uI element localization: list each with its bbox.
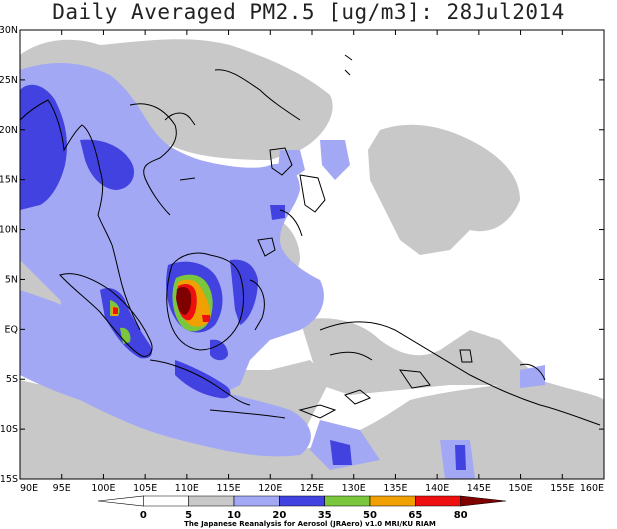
map-title: Daily Averaged PM2.5 [ug/m3]: 28Jul2014 bbox=[52, 0, 565, 24]
colorbar-labels: 0 5 10 20 35 50 65 80 bbox=[140, 510, 468, 521]
lon-label: 120E bbox=[258, 483, 282, 494]
lon-label: 105E bbox=[133, 483, 157, 494]
pm-level-above-80 bbox=[176, 287, 192, 315]
colorbar-label: 35 bbox=[318, 510, 332, 521]
colorbar-label: 0 bbox=[140, 510, 147, 521]
lat-label: 5S bbox=[6, 374, 18, 385]
colorbar-label: 5 bbox=[185, 510, 192, 521]
colorbar-swatch bbox=[369, 495, 416, 507]
colorbar-label: 80 bbox=[454, 510, 468, 521]
colorbar-swatch bbox=[279, 495, 325, 507]
lat-label: 10S bbox=[0, 424, 18, 435]
colorbar-swatch bbox=[324, 495, 371, 507]
lat-label: 10N bbox=[0, 225, 18, 236]
lon-label: 145E bbox=[467, 483, 491, 494]
lon-label: 155E bbox=[550, 483, 574, 494]
colorbar-swatch bbox=[460, 495, 507, 507]
lat-label: 5N bbox=[5, 274, 18, 285]
lon-label: 150E bbox=[509, 483, 533, 494]
longitude-axis: 90E 95E 100E 105E 110E 115E 120E 125E 130E 135E 14… bbox=[19, 30, 605, 494]
lon-label: 95E bbox=[53, 483, 71, 494]
colorbar-swatch bbox=[415, 495, 461, 507]
coastlines bbox=[20, 54, 601, 426]
lon-label: 100E bbox=[91, 483, 115, 494]
lon-label: 135E bbox=[383, 483, 407, 494]
colorbar-label: 20 bbox=[272, 510, 286, 521]
colorbar-label: 50 bbox=[363, 510, 377, 521]
lon-label: 130E bbox=[342, 483, 366, 494]
lat-label: 30N bbox=[0, 25, 18, 36]
credit-text: The Japanese Reanalysis for Aerosol (JRA… bbox=[184, 520, 436, 528]
colorbar-swatch bbox=[97, 495, 144, 507]
lon-label: 140E bbox=[425, 483, 449, 494]
colorbar-swatch bbox=[143, 495, 189, 507]
colorbar bbox=[97, 495, 507, 507]
colorbar-label: 10 bbox=[227, 510, 241, 521]
lon-label: 160E bbox=[580, 483, 604, 494]
lat-label: 15S bbox=[0, 474, 18, 485]
colorbar-swatch bbox=[188, 495, 235, 507]
colorbar-label: 65 bbox=[408, 510, 422, 521]
latitude-axis: 30N 25N 20N 15N 10N 5N EQ 5S 10S 15S bbox=[0, 25, 604, 485]
colorbar-swatch bbox=[233, 495, 280, 507]
lon-label: 115E bbox=[217, 483, 241, 494]
lat-label: 25N bbox=[0, 75, 18, 86]
lat-label: 20N bbox=[0, 125, 18, 136]
lon-label: 125E bbox=[300, 483, 324, 494]
lat-label: EQ bbox=[5, 324, 18, 335]
lon-label: 110E bbox=[175, 483, 199, 494]
lon-label: 90E bbox=[20, 483, 38, 494]
lat-label: 15N bbox=[0, 175, 18, 186]
